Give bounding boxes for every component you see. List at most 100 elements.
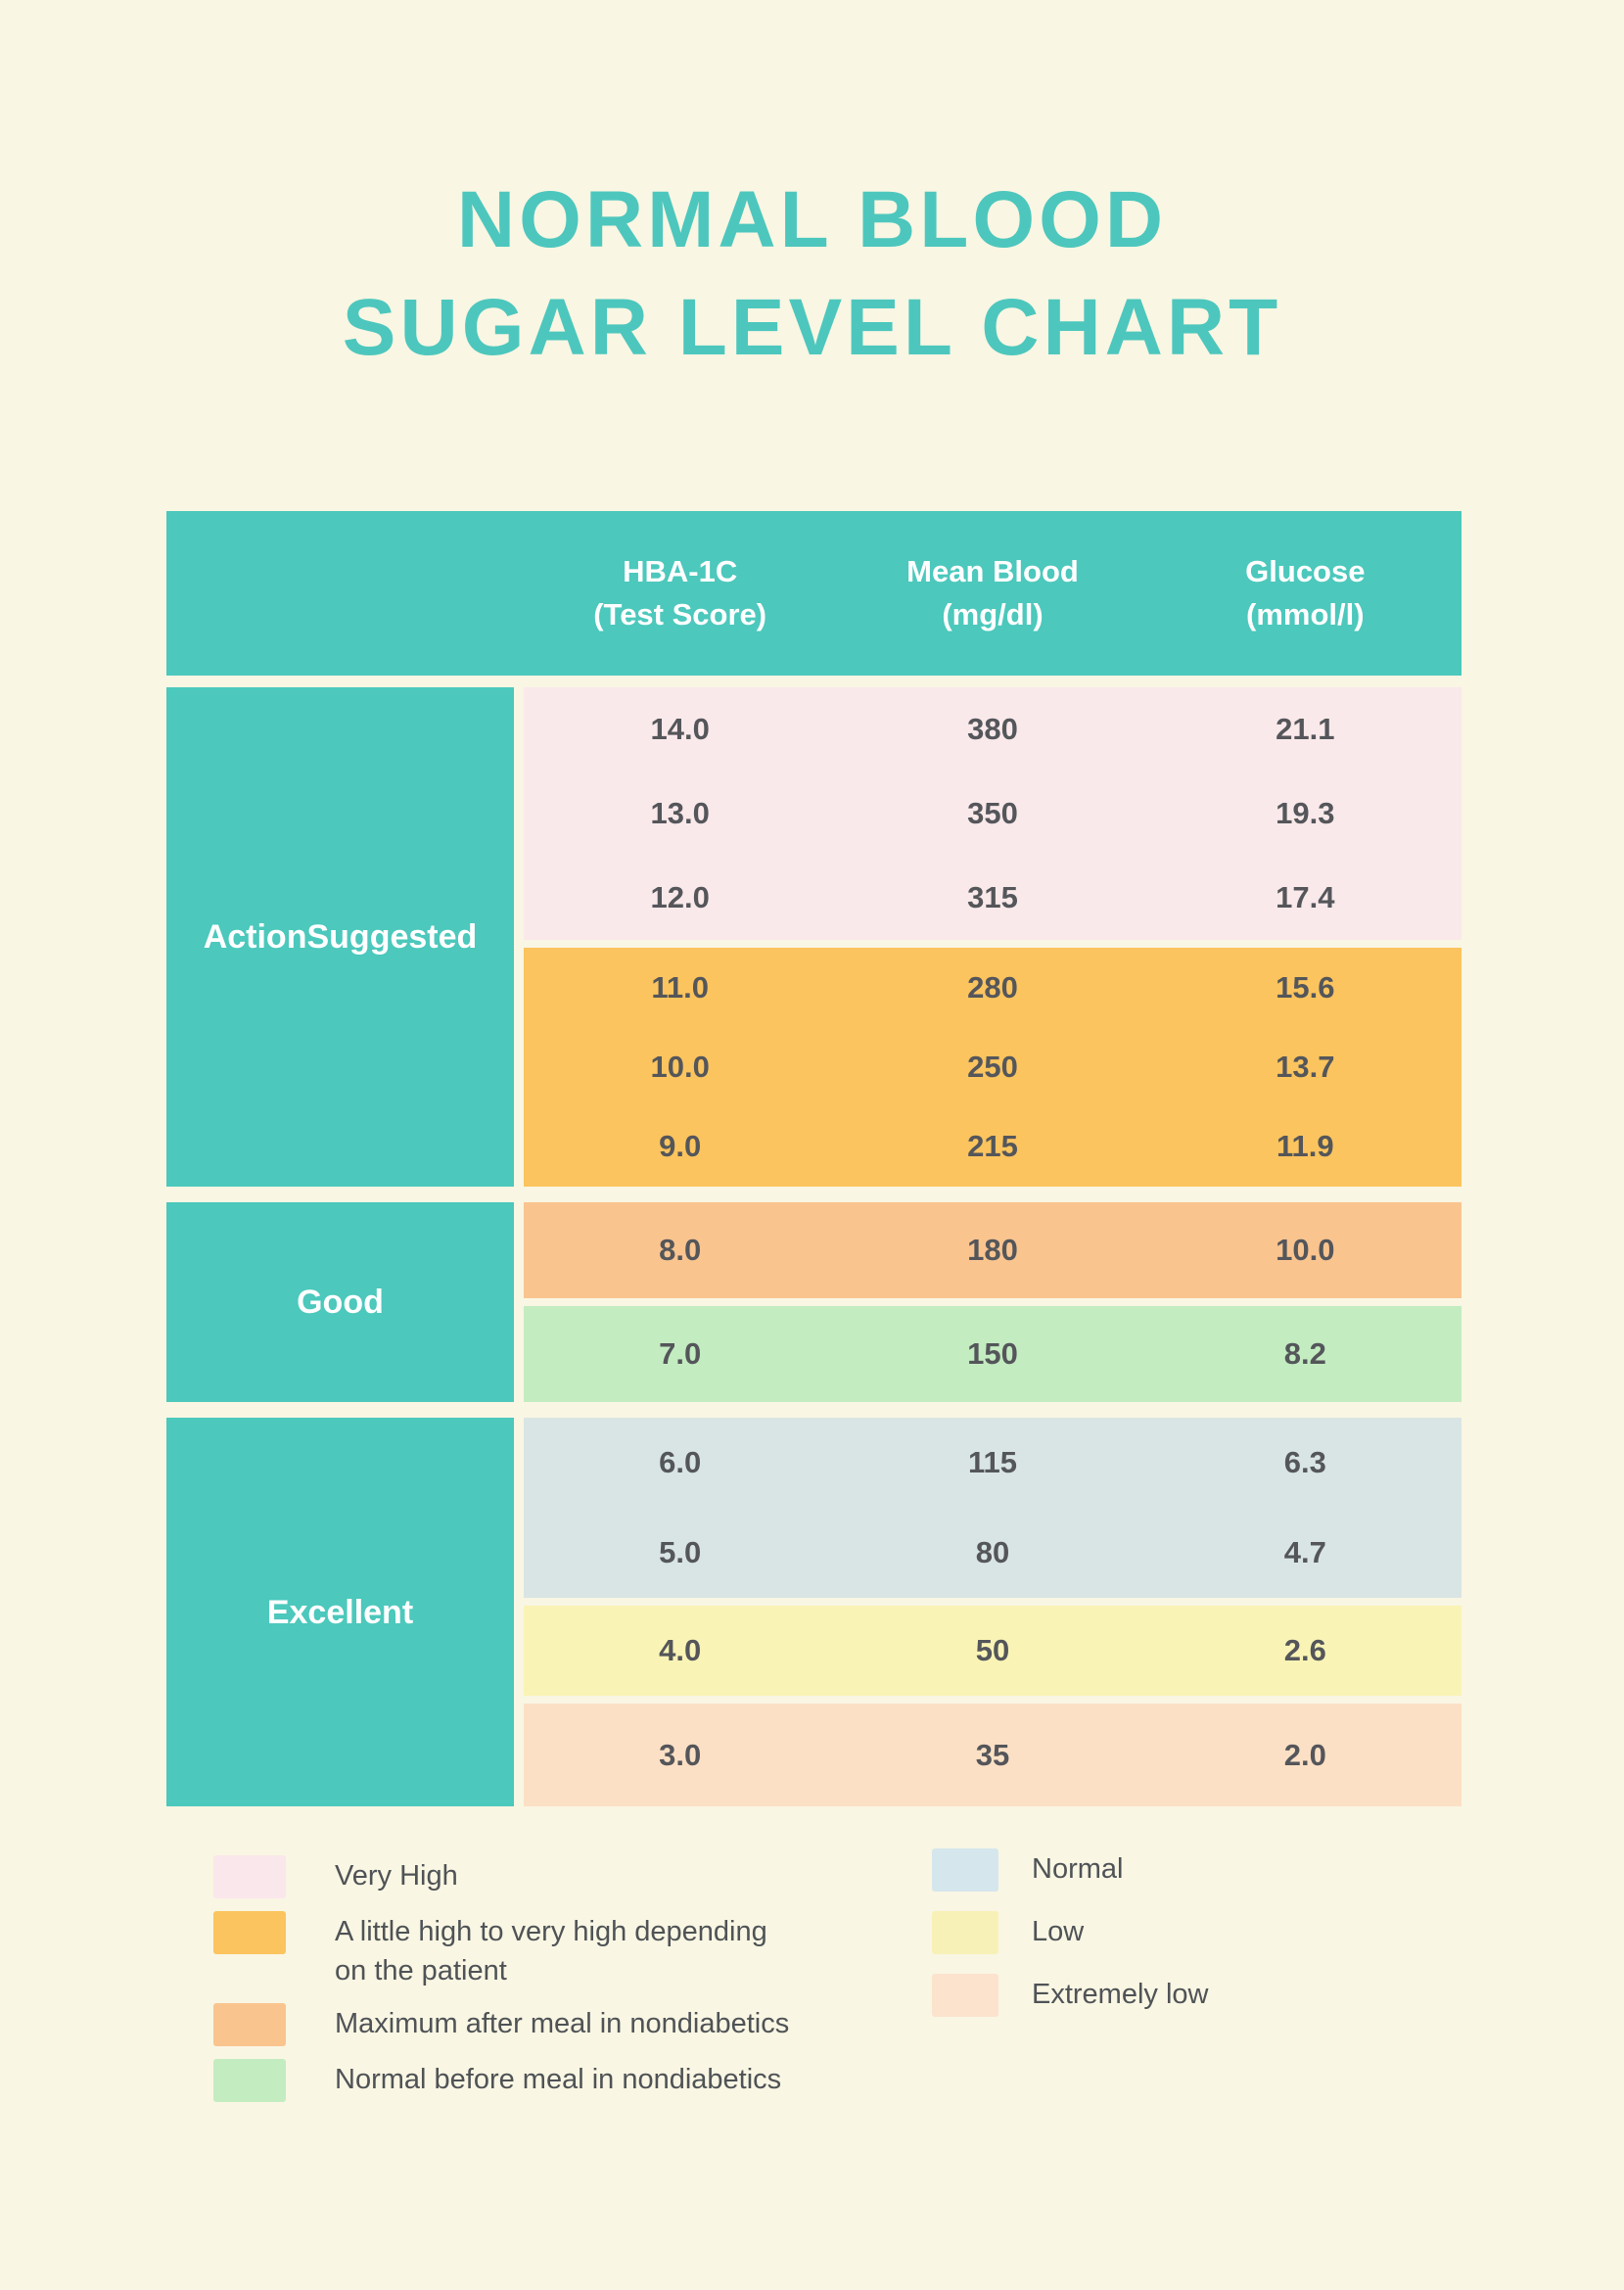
value-cell: 3.0 (659, 1737, 702, 1772)
value-cell: 19.3 (1276, 796, 1335, 830)
legend-item: Normal before meal in nondiabetics (213, 2059, 789, 2102)
data-block: 8.0 180 10.0 (524, 1202, 1462, 1298)
legend-swatch (932, 1974, 998, 2017)
value-cell: 380 (967, 712, 1018, 746)
data-block: 11.0 280 15.6 10.0 250 13.7 9.0 215 11.9 (524, 948, 1462, 1187)
value-cell: 8.0 (659, 1233, 702, 1267)
title-line-1: NORMAL BLOOD (456, 175, 1168, 264)
section-blocks: 8.0 180 10.0 7.0 150 8.2 (524, 1202, 1462, 1402)
value-cell: 5.0 (659, 1535, 702, 1569)
data-block: 3.0 35 2.0 (524, 1704, 1462, 1806)
value-cell: 350 (967, 796, 1018, 830)
legend-label: Low (1032, 1911, 1084, 1951)
data-block: 14.0 380 21.1 13.0 350 19.3 12.0 315 17.4 (524, 687, 1462, 940)
value-cell: 2.6 (1283, 1633, 1326, 1667)
table-row: 8.0 180 10.0 (524, 1202, 1462, 1298)
text-line: Normal (1032, 1853, 1124, 1885)
value-cell: 280 (967, 969, 1018, 1005)
value-cell: 12.0 (650, 880, 710, 914)
table-row: 7.0 150 8.2 (524, 1306, 1462, 1402)
value-cell: 315 (967, 880, 1018, 914)
text-line: on the patient (335, 1955, 507, 1986)
table-row: 3.0 35 2.0 (524, 1704, 1462, 1806)
text-line: Suggested (306, 918, 478, 956)
table-row: 5.0 80 4.7 (524, 1508, 1462, 1598)
legend-label: Maximum after meal in nondiabetics (335, 2003, 789, 2043)
table-row: 10.0 250 13.7 (524, 1027, 1462, 1106)
data-block: 7.0 150 8.2 (524, 1306, 1462, 1402)
data-block: 6.0 115 6.3 5.0 80 4.7 (524, 1418, 1462, 1598)
value-cell: 35 (975, 1737, 1010, 1772)
table-section: Good 8.0 180 10.0 7.0 150 8.2 (166, 1202, 1462, 1402)
legend-item: Maximum after meal in nondiabetics (213, 2003, 789, 2046)
value-cell: 15.6 (1276, 969, 1335, 1005)
table-section: Excellent 6.0 115 6.3 5.0 80 4.7 4.0 50 2.6 3.0 35 2… (166, 1418, 1462, 1806)
table-row: 6.0 115 6.3 (524, 1418, 1462, 1508)
value-cell: 9.0 (659, 1129, 702, 1164)
value-cell: 2.0 (1283, 1737, 1326, 1772)
table-header: HBA-1C (Test Score) Mean Blood (mg/dl) G… (166, 511, 1462, 676)
value-cell: 50 (975, 1633, 1010, 1667)
text-line: Extremely low (1032, 1979, 1209, 2010)
legend-swatch (932, 1848, 998, 1892)
legend-item: Extremely low (932, 1974, 1209, 2017)
value-cell: 4.7 (1283, 1535, 1326, 1569)
value-cell: 150 (967, 1336, 1018, 1371)
column-header-glucose: Glucose (mmol/l) (1149, 511, 1462, 676)
value-cell: 17.4 (1276, 880, 1335, 914)
value-cell: 10.0 (650, 1049, 710, 1084)
value-cell: 215 (967, 1129, 1018, 1164)
legend-label: Normal (1032, 1848, 1123, 1889)
section-blocks: 6.0 115 6.3 5.0 80 4.7 4.0 50 2.6 3.0 35 2.0 (524, 1418, 1462, 1806)
table-row: 9.0 215 11.9 (524, 1107, 1462, 1187)
column-header-mean-blood: Mean Blood (mg/dl) (836, 511, 1148, 676)
value-cell: 21.1 (1276, 712, 1335, 746)
legend-label: A little high to very high depending on t… (335, 1911, 767, 1990)
column-header-line: (Test Score) (593, 597, 767, 631)
legend-item: A little high to very high depending on t… (213, 1911, 789, 1990)
table-body: Action Suggested 14.0 380 21.1 13.0 350 19.3 12.… (166, 687, 1462, 1806)
value-cell: 6.0 (659, 1445, 702, 1479)
header-spacer (166, 511, 524, 676)
value-cell: 11.9 (1276, 1129, 1334, 1164)
section-label: Excellent (166, 1418, 514, 1806)
column-header-line: Mean Blood (906, 554, 1079, 588)
value-cell: 115 (967, 1445, 1017, 1479)
table-row: 14.0 380 21.1 (524, 687, 1462, 771)
legend-swatch (213, 2059, 286, 2102)
value-cell: 80 (975, 1535, 1010, 1569)
legend-label: Very High (335, 1855, 458, 1895)
value-cell: 13.7 (1276, 1049, 1335, 1084)
value-cell: 6.3 (1283, 1445, 1326, 1479)
legend-left-column: Very High A little high to very high depe… (213, 1855, 789, 2102)
legend-label: Extremely low (1032, 1974, 1209, 2014)
value-cell: 8.2 (1283, 1336, 1326, 1371)
table-row: 4.0 50 2.6 (524, 1606, 1462, 1696)
legend-swatch (932, 1911, 998, 1954)
data-block: 4.0 50 2.6 (524, 1606, 1462, 1696)
value-cell: 11.0 (651, 969, 709, 1005)
text-line: Action (203, 918, 307, 956)
value-cell: 14.0 (650, 712, 710, 746)
value-cell: 10.0 (1276, 1233, 1335, 1267)
table-row: 13.0 350 19.3 (524, 771, 1462, 856)
table-section: Action Suggested 14.0 380 21.1 13.0 350 19.3 12.… (166, 687, 1462, 1187)
text-line: Normal before meal in nondiabetics (335, 2064, 782, 2095)
section-label: Action Suggested (166, 687, 514, 1187)
text-line: Low (1032, 1916, 1085, 1947)
legend-label: Normal before meal in nondiabetics (335, 2059, 781, 2099)
text-line: A little high to very high depending (335, 1916, 767, 1947)
legend-swatch (213, 2003, 286, 2046)
column-header-line: HBA-1C (623, 554, 738, 588)
legend-item: Normal (932, 1848, 1209, 1892)
text-line: Excellent (266, 1593, 414, 1631)
column-header-line: (mg/dl) (942, 597, 1044, 631)
text-line: Good (297, 1284, 384, 1321)
value-cell: 250 (967, 1049, 1018, 1084)
table-row: 12.0 315 17.4 (524, 856, 1462, 940)
value-cell: 7.0 (659, 1336, 702, 1371)
page-title: NORMAL BLOOD SUGAR LEVEL CHART (0, 166, 1624, 382)
column-header-hba1c: HBA-1C (Test Score) (524, 511, 836, 676)
section-label: Good (166, 1202, 514, 1402)
